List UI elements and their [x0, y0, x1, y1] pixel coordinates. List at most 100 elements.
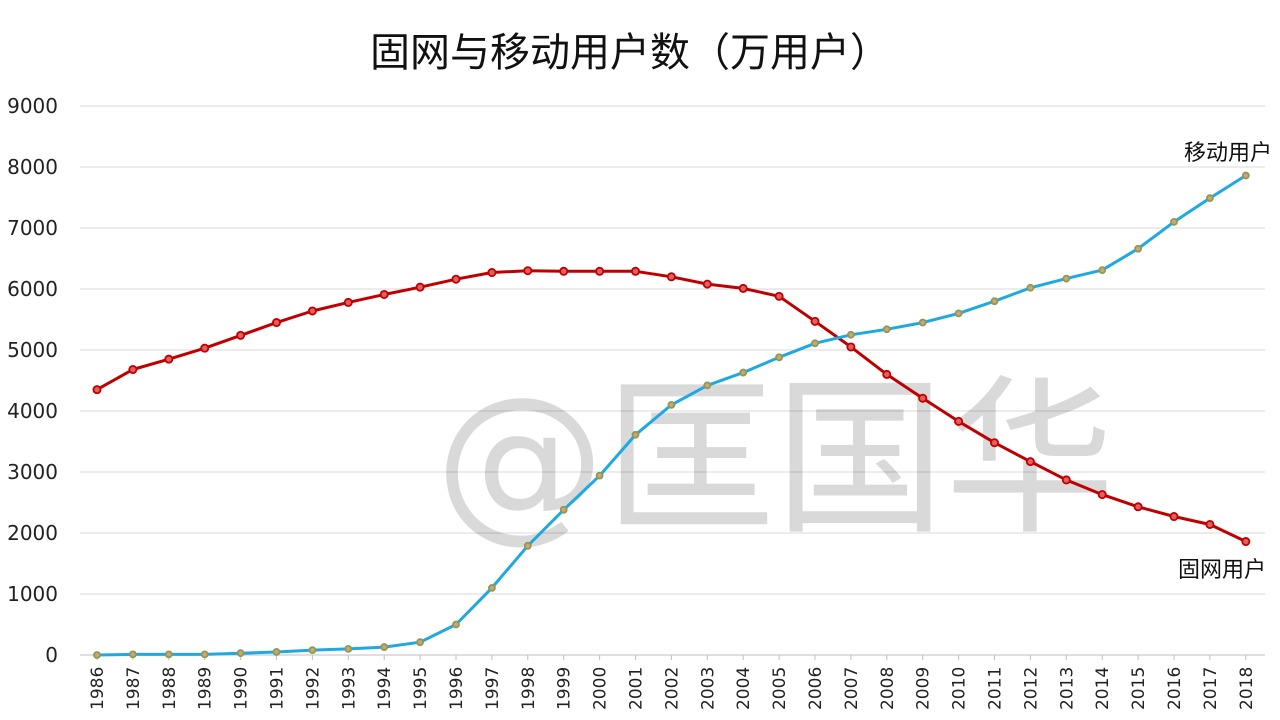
- data-point-mobile: [344, 645, 353, 653]
- series-label-mobile: 移动用户: [1184, 141, 1272, 166]
- x-tick-label: 1993: [339, 667, 359, 710]
- data-point-mobile: [703, 381, 712, 390]
- data-point-fixed: [1061, 475, 1071, 485]
- x-tick-label: 1990: [232, 667, 252, 710]
- y-tick-label: 8000: [7, 155, 58, 179]
- data-point-fixed: [1169, 512, 1179, 522]
- x-tick-label: 1987: [124, 667, 144, 710]
- data-point-mobile: [595, 471, 604, 480]
- data-point-mobile: [523, 541, 532, 550]
- data-point-fixed: [92, 385, 102, 395]
- data-point-mobile: [200, 650, 209, 659]
- series-group: [92, 171, 1251, 659]
- data-point-mobile: [954, 309, 963, 318]
- x-tick-label: 2001: [627, 667, 647, 710]
- data-point-fixed: [559, 266, 569, 276]
- data-point-mobile: [775, 353, 783, 362]
- x-tick-label: 1991: [268, 667, 288, 710]
- data-point-mobile: [452, 620, 460, 629]
- data-point-mobile: [487, 584, 496, 592]
- data-point-fixed: [523, 266, 533, 276]
- x-tick-label: 1986: [88, 667, 108, 710]
- data-point-fixed: [882, 369, 892, 379]
- data-point-mobile: [1241, 171, 1250, 180]
- x-tick-label: 2010: [950, 667, 970, 710]
- x-tick-label: 2002: [662, 667, 682, 710]
- data-point-mobile: [1206, 194, 1214, 203]
- data-point-mobile: [1134, 244, 1142, 253]
- data-point-fixed: [990, 438, 1000, 448]
- x-tick-label: 1988: [160, 667, 180, 710]
- data-point-fixed: [164, 354, 174, 364]
- x-tick-label: 2003: [698, 667, 718, 710]
- x-tick-label: 2008: [878, 667, 898, 710]
- data-point-mobile: [308, 646, 317, 655]
- data-point-mobile: [1170, 217, 1178, 226]
- data-point-mobile: [128, 650, 137, 659]
- x-tick-label: 2015: [1129, 667, 1149, 710]
- y-tick-label: 3000: [7, 460, 58, 484]
- chart-title: 固网与移动用户数（万用户）: [370, 30, 890, 76]
- x-tick-label: 2013: [1057, 667, 1077, 710]
- data-point-mobile: [236, 649, 245, 658]
- x-tick-label: 1989: [196, 667, 216, 710]
- data-point-fixed: [846, 342, 856, 352]
- x-tick-label: 1995: [411, 667, 431, 710]
- series-label-fixed: 固网用户: [1178, 558, 1266, 583]
- data-point-fixed: [307, 306, 317, 316]
- data-point-fixed: [487, 268, 497, 278]
- x-tick-label: 2005: [770, 667, 790, 710]
- x-tick-label: 1996: [447, 667, 467, 710]
- x-tick-label: 2018: [1237, 667, 1257, 710]
- watermark: @匡国华: [435, 361, 1115, 559]
- x-tick-label: 2006: [806, 667, 826, 710]
- series-fixed: [92, 266, 1251, 547]
- data-point-fixed: [631, 266, 641, 276]
- data-point-fixed: [666, 272, 676, 282]
- data-point-fixed: [1133, 502, 1143, 512]
- data-point-fixed: [1097, 490, 1107, 500]
- x-axis-ticks: 1986 1987 1988 1989 1990 1991 1992 1993 1994 1995…: [88, 655, 1257, 710]
- data-point-fixed: [379, 289, 389, 299]
- data-point-fixed: [595, 266, 605, 276]
- x-tick-label: 2012: [1021, 667, 1041, 710]
- y-tick-label: 1000: [7, 582, 58, 606]
- y-tick-label: 6000: [7, 277, 58, 301]
- data-point-mobile: [667, 400, 676, 409]
- data-point-mobile: [882, 325, 891, 334]
- data-point-mobile: [559, 505, 568, 514]
- data-point-fixed: [702, 279, 712, 289]
- y-tick-label: 9000: [7, 94, 58, 118]
- data-point-mobile: [1026, 283, 1035, 292]
- data-point-fixed: [415, 282, 425, 292]
- data-point-fixed: [271, 318, 281, 328]
- x-tick-label: 1998: [519, 667, 539, 710]
- x-tick-label: 2011: [986, 667, 1006, 710]
- data-point-mobile: [164, 650, 173, 659]
- y-tick-label: 0: [45, 643, 58, 667]
- data-point-mobile: [918, 318, 927, 327]
- y-tick-label: 5000: [7, 338, 58, 362]
- data-point-mobile: [847, 330, 855, 339]
- data-point-mobile: [93, 651, 101, 659]
- y-tick-label: 2000: [7, 521, 58, 545]
- x-tick-label: 1992: [303, 667, 323, 710]
- series-mobile: [93, 171, 1250, 659]
- data-point-fixed: [1205, 519, 1215, 529]
- data-point-mobile: [416, 638, 425, 647]
- data-point-fixed: [774, 291, 784, 301]
- data-point-fixed: [738, 283, 748, 293]
- data-point-mobile: [990, 297, 999, 306]
- x-tick-label: 2007: [842, 667, 862, 710]
- x-tick-label: 1997: [483, 667, 503, 710]
- data-point-fixed: [200, 343, 210, 353]
- x-tick-label: 2004: [734, 667, 754, 710]
- data-point-fixed: [918, 393, 928, 403]
- data-point-mobile: [631, 430, 640, 439]
- x-tick-label: 2017: [1201, 667, 1221, 710]
- data-point-fixed: [343, 297, 353, 307]
- x-tick-label: 1994: [375, 667, 395, 710]
- x-tick-label: 2016: [1165, 667, 1185, 710]
- y-tick-label: 7000: [7, 216, 58, 240]
- x-tick-label: 2000: [591, 667, 611, 710]
